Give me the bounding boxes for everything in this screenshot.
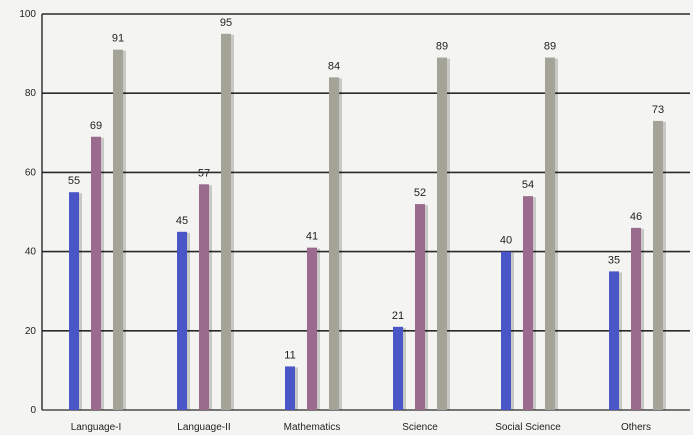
data-label: 91 [112,33,124,45]
data-label: 35 [608,254,620,266]
bar-mathematics-s3 [329,77,339,411]
x-axis: Language-I Language-II Mathematics Science S… [71,422,651,433]
bar-mathematics-s1 [285,366,295,410]
bar-mathematics-s2 [307,247,317,410]
bar-science-s2 [415,204,425,410]
data-labels: 55 69 91 45 57 95 11 41 84 21 52 89 40 54 89 35 46 73 [68,17,664,362]
y-tick-label: 60 [25,167,37,178]
data-label: 54 [522,179,534,191]
data-label: 46 [630,211,642,223]
data-label: 84 [328,60,340,72]
bar-social-science-s3 [545,57,555,411]
data-label: 45 [176,215,188,227]
data-label: 57 [198,167,210,179]
bar-language-i-s1 [69,192,79,410]
data-label: 11 [284,349,295,361]
bar-others-s2 [631,227,641,410]
data-label: 21 [392,310,404,322]
bars [69,33,666,411]
bar-others-s1 [609,271,619,410]
data-label: 40 [500,235,512,247]
data-label: 55 [68,175,80,187]
bar-language-ii-s3 [221,33,231,411]
y-tick-label: 0 [30,405,36,416]
x-category-label: Language-I [71,422,122,433]
bar-social-science-s1 [501,251,511,410]
x-category-label: Others [621,422,651,433]
x-category-label: Social Science [495,422,561,433]
bar-social-science-s2 [523,196,533,410]
bar-science-s3 [437,57,447,411]
data-label: 95 [220,17,232,29]
bar-language-i-s3 [113,49,123,410]
data-label: 89 [436,41,448,53]
bar-language-ii-s2 [199,184,209,410]
data-label: 69 [90,120,102,132]
x-category-label: Science [402,422,438,433]
y-tick-label: 100 [19,9,36,20]
x-category-label: Mathematics [284,422,341,433]
bar-language-i-s2 [91,136,101,410]
y-tick-label: 20 [25,326,37,337]
x-category-label: Language-II [177,422,230,433]
bar-science-s1 [393,326,403,410]
bar-language-ii-s1 [177,231,187,410]
gridlines [42,13,690,411]
data-label: 41 [306,231,318,243]
data-label: 89 [544,41,556,53]
y-axis: 0 20 40 60 80 100 [19,9,43,416]
y-tick-label: 80 [25,88,37,99]
data-label: 73 [652,104,664,116]
bar-others-s3 [653,120,663,411]
y-tick-label: 40 [25,247,37,258]
data-label: 52 [414,187,426,199]
